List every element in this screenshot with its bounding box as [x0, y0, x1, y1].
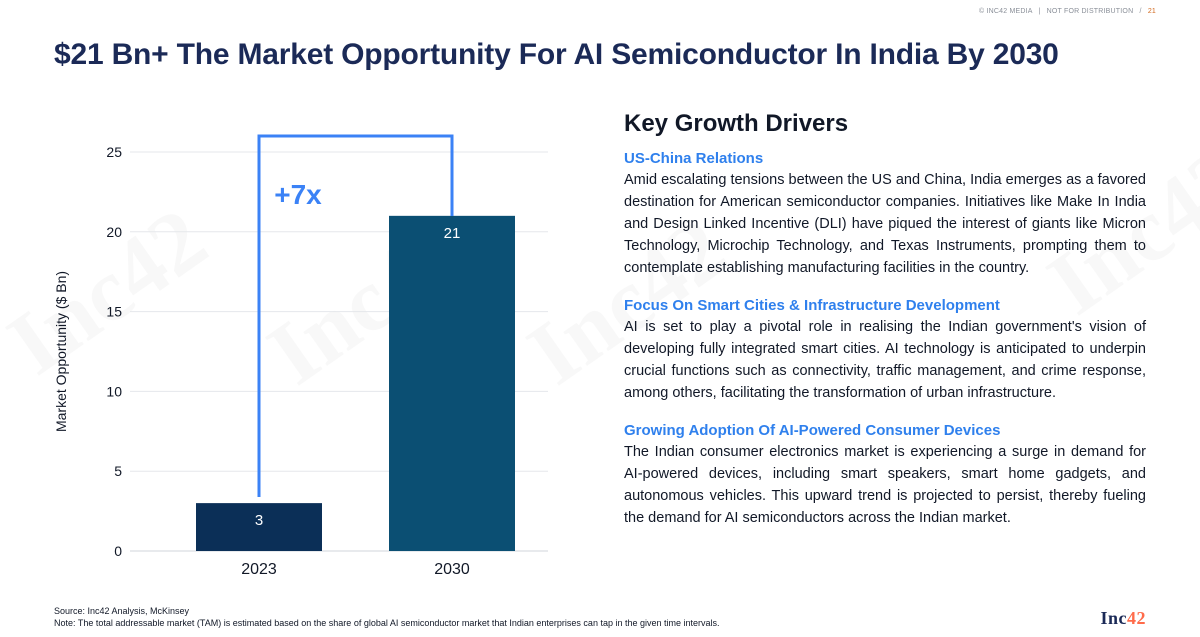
driver-text: Amid escalating tensions between the US …: [624, 172, 1146, 276]
x-tick-label-2023: 2023: [241, 561, 277, 578]
key-growth-drivers: Key Growth Drivers US-China Relations Am…: [624, 110, 1146, 547]
y-axis-label: Market Opportunity ($ Bn): [53, 271, 69, 432]
note-separator: |: [1038, 8, 1041, 15]
market-opportunity-chart: 0 5 10 15 20 25 Market Opportunity ($ Bn) 3 21…: [53, 134, 548, 578]
page-title: $21 Bn+ The Market Opportunity For AI Se…: [54, 38, 1059, 71]
y-tick-label: 5: [114, 463, 122, 479]
driver-consumer-devices: Growing Adoption Of AI-Powered Consumer …: [624, 422, 1146, 529]
y-axis-ticks: 0 5 10 15 20 25: [106, 144, 122, 559]
growth-bracket: [257, 134, 454, 497]
y-tick-label: 25: [106, 144, 122, 160]
bar-2023: [196, 503, 322, 551]
copyright-text: © INC42 MEDIA: [979, 8, 1033, 15]
x-tick-label-2030: 2030: [434, 561, 470, 578]
driver-text: AI is set to play a pivotal role in real…: [624, 319, 1146, 401]
chart-bars: 3 21: [196, 215, 515, 551]
x-axis-ticks: 2023 2030: [241, 561, 470, 578]
y-tick-label: 20: [106, 224, 122, 240]
driver-text: The Indian consumer electronics market i…: [624, 444, 1146, 526]
driver-smart-cities: Focus On Smart Cities & Infrastructure D…: [624, 297, 1146, 404]
bar-value-2030: 21: [444, 225, 461, 242]
note-text: Note: The total addressable market (TAM)…: [54, 618, 720, 628]
note-slash: /: [1139, 8, 1142, 15]
drivers-heading: Key Growth Drivers: [624, 110, 849, 137]
driver-title: Growing Adoption Of AI-Powered Consumer …: [624, 422, 1001, 439]
distribution-text: NOT FOR DISTRIBUTION: [1046, 8, 1134, 15]
top-note: © INC42 MEDIA | NOT FOR DISTRIBUTION / 2…: [979, 8, 1156, 15]
y-tick-label: 0: [114, 543, 122, 559]
growth-annotation: +7x: [274, 179, 322, 210]
page-number: 21: [1147, 8, 1156, 15]
y-tick-label: 15: [106, 304, 122, 320]
driver-us-china: US-China Relations Amid escalating tensi…: [624, 150, 1146, 279]
source-text: Source: Inc42 Analysis, McKinsey: [54, 606, 190, 616]
brand-name: Inc: [1100, 608, 1127, 628]
brand-logo: Inc42: [1100, 608, 1146, 629]
footer-notes: Source: Inc42 Analysis, McKinsey Note: T…: [54, 605, 720, 629]
brand-accent: 42: [1127, 608, 1146, 628]
driver-title: US-China Relations: [624, 150, 764, 167]
driver-title: Focus On Smart Cities & Infrastructure D…: [624, 297, 1000, 314]
bar-value-2023: 3: [255, 512, 263, 529]
bar-2030: [389, 215, 515, 551]
y-tick-label: 10: [106, 383, 122, 399]
